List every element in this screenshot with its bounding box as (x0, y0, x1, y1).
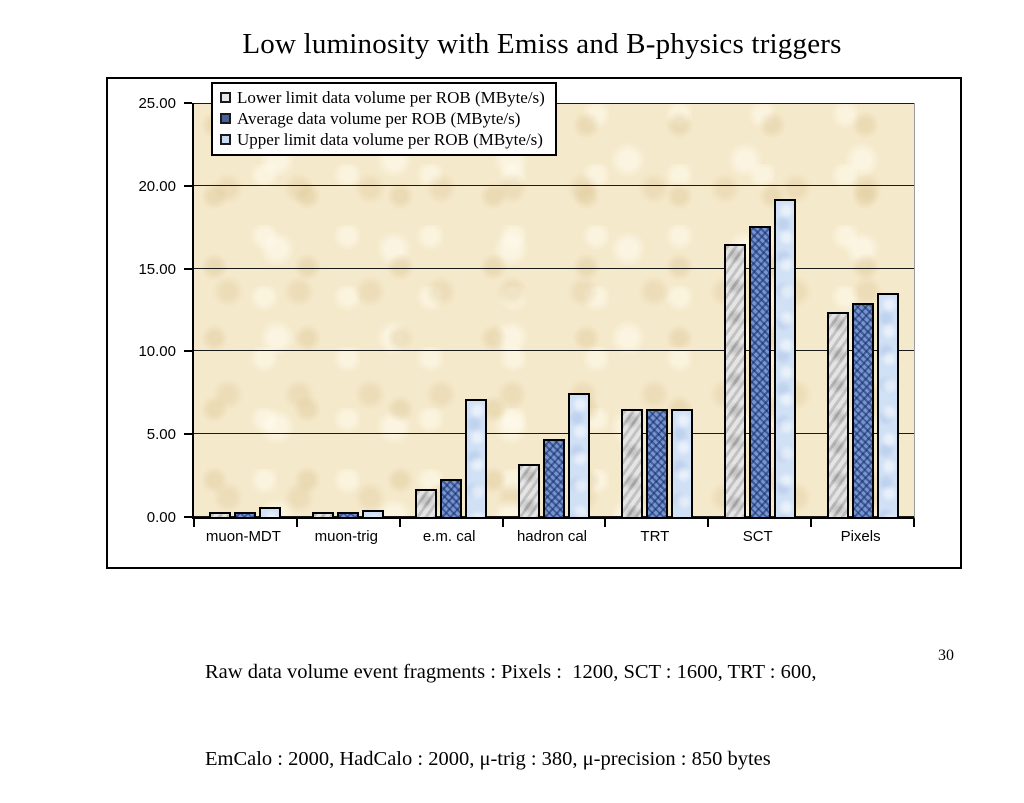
bar (670, 409, 693, 517)
x-tick (193, 519, 195, 527)
bar (312, 512, 335, 517)
y-axis-label: 5.00 (146, 426, 176, 444)
x-axis-label: TRT (640, 528, 670, 545)
bar (876, 293, 899, 517)
bar (440, 478, 463, 517)
legend-item: Average data volume per ROB (MByte/s) (220, 108, 545, 129)
x-axis-label: Pixels (840, 528, 881, 545)
bar (362, 510, 385, 517)
gridline (194, 184, 914, 186)
bar (337, 512, 360, 517)
x-tick (913, 519, 915, 527)
bar-group-e-m-cal (400, 103, 503, 517)
footer-line-2: EmCalo : 2000, HadCalo : 2000, μ-trig : … (205, 748, 771, 770)
bar-group-sct (708, 103, 811, 517)
x-axis-label: SCT (742, 528, 773, 545)
bar (723, 243, 746, 517)
bar (826, 311, 849, 517)
page-number: 30 (938, 647, 954, 664)
y-tick (184, 516, 192, 518)
legend-label: Lower limit data volume per ROB (MByte/s… (237, 88, 545, 107)
bar-group-muon-trig (297, 103, 400, 517)
x-tick (604, 519, 607, 527)
chart-legend: Lower limit data volume per ROB (MByte/s… (211, 82, 557, 156)
x-tick (501, 519, 504, 527)
y-tick (184, 267, 192, 270)
legend-item: Lower limit data volume per ROB (MByte/s… (220, 87, 545, 108)
x-axis-label: muon-trig (314, 528, 378, 545)
bar (645, 409, 668, 517)
legend-item: Upper limit data volume per ROB (MByte/s… (220, 129, 545, 150)
x-tick (398, 519, 401, 527)
y-tick (184, 184, 192, 187)
bar (465, 399, 488, 517)
y-axis-labels: 0.00 5.00 10.00 15.00 20.00 25.00 (108, 95, 180, 526)
y-axis-label: 10.00 (138, 343, 176, 361)
bar (415, 488, 438, 517)
legend-label: Upper limit data volume per ROB (MByte/s… (237, 130, 543, 149)
x-axis-label: muon-MDT (205, 528, 281, 545)
bar (234, 512, 257, 517)
bar (517, 464, 540, 517)
y-axis-label: 0.00 (146, 509, 176, 526)
bar (259, 507, 282, 517)
x-axis-labels: muon-MDT muon-trig e.m. cal hadron cal TRT SC… (192, 528, 912, 545)
x-axis-label: hadron cal (516, 528, 588, 545)
y-tick (184, 102, 192, 104)
bar (773, 199, 796, 517)
y-tick (184, 350, 192, 353)
y-axis-label: 20.00 (138, 177, 176, 195)
x-tick (810, 519, 813, 527)
bar-group-trt (605, 103, 708, 517)
gridline (194, 433, 914, 435)
bar (851, 303, 874, 517)
footer-line-1: Raw data volume event fragments : Pixels… (205, 661, 817, 683)
bar-group-pixels (811, 103, 914, 517)
bar (209, 512, 232, 517)
gridline (194, 267, 914, 269)
bar-group-hadron-cal (503, 103, 606, 517)
slide-title: Low luminosity with Emiss and B-physics … (242, 28, 842, 60)
legend-label: Average data volume per ROB (MByte/s) (237, 109, 521, 128)
x-axis-label: e.m. cal (422, 528, 476, 545)
bar-group-muon-mdt (194, 103, 297, 517)
x-tick (707, 519, 710, 527)
y-axis-label: 25.00 (138, 95, 176, 112)
footer-text: Raw data volume event fragments : Pixels… (205, 600, 816, 803)
bar (620, 409, 643, 517)
y-axis-label: 15.00 (138, 260, 176, 278)
chart-frame: 0.00 5.00 10.00 15.00 20.00 25.00 muon-MDT muo… (106, 77, 962, 569)
legend-marker-icon (220, 134, 231, 145)
legend-marker-icon (220, 92, 231, 103)
bar (542, 439, 565, 517)
gridline (194, 350, 914, 352)
bar (748, 225, 771, 517)
y-tick (184, 433, 192, 436)
legend-marker-icon (220, 113, 231, 124)
bar (567, 392, 590, 517)
x-tick (295, 519, 298, 527)
plot-area (184, 102, 915, 527)
